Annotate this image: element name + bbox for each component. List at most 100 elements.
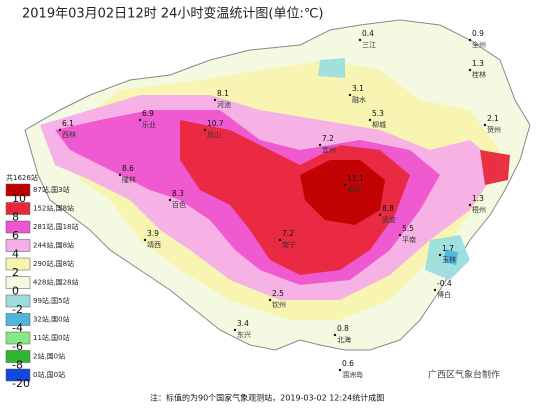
- station-dot: [338, 368, 342, 372]
- station-name: 平南: [402, 235, 416, 244]
- legend-total: 共1626站: [6, 173, 38, 182]
- station-name: 涠洲岛: [342, 370, 363, 379]
- station-value: 6.1: [62, 119, 74, 128]
- station-name: 隆林: [122, 175, 136, 184]
- station-name: 贺州: [487, 125, 501, 134]
- station-dot: [483, 123, 487, 127]
- legend-count: 32站,国0站: [33, 315, 70, 324]
- station-value: 3.4: [237, 319, 249, 328]
- station-value: 8.1: [217, 89, 229, 98]
- station-name: 博白: [437, 290, 451, 299]
- station-dot: [468, 203, 472, 207]
- legend-tick: -4: [12, 322, 23, 335]
- temperature-area: [480, 150, 510, 185]
- station-name: 南宁: [282, 240, 296, 249]
- legend-tick: -6: [12, 340, 23, 353]
- station-dot: [318, 143, 322, 147]
- station-name: 东兴: [237, 330, 251, 339]
- station-value: 11.1: [347, 174, 364, 183]
- legend-tick: 8: [12, 211, 19, 224]
- legend-tick: 10: [12, 192, 26, 205]
- station-dot: [143, 238, 147, 242]
- station-value: 0.4: [362, 29, 374, 38]
- station-dot: [368, 118, 372, 122]
- station-name: 乐业: [142, 120, 156, 129]
- station-dot: [468, 68, 472, 72]
- station-dot: [358, 38, 362, 42]
- station-dot: [233, 328, 237, 332]
- legend-swatch: [5, 294, 31, 308]
- legend-swatch: [5, 331, 31, 345]
- station-dot: [168, 198, 172, 202]
- legend-swatch: [5, 313, 31, 326]
- station-name: 北海: [337, 335, 351, 344]
- legend-swatch: [5, 257, 31, 271]
- station-value: 7.2: [322, 134, 334, 143]
- station-dot: [343, 183, 347, 187]
- station-value: 0.8: [337, 324, 349, 333]
- legend-count: 11站,国0站: [33, 333, 70, 342]
- station-value: 1.7: [442, 244, 454, 253]
- station-dot: [203, 128, 207, 132]
- station-name: 融水: [352, 95, 366, 104]
- temperature-area: [300, 160, 385, 225]
- legend-swatch: [5, 202, 31, 215]
- station-dot: [468, 38, 472, 42]
- legend-swatch: [5, 276, 31, 289]
- station-dot: [333, 333, 337, 337]
- station-name: 玉林: [442, 255, 456, 264]
- station-dot: [138, 118, 142, 122]
- legend-swatch: [5, 183, 31, 197]
- station-value: 5.3: [372, 109, 384, 118]
- legend-tick: -2: [12, 303, 23, 316]
- station-name: 梧州: [472, 205, 486, 214]
- station-value: 1.3: [472, 59, 484, 68]
- legend-count: 428站,国28站: [33, 278, 79, 287]
- station-value: 8.3: [172, 189, 184, 198]
- map-shapes: [24, 19, 531, 351]
- station-dot: [268, 298, 272, 302]
- station-name: 三江: [362, 41, 376, 49]
- station-value: 10.7: [207, 119, 224, 128]
- station-value: 2.5: [272, 289, 284, 298]
- station-value: 3.9: [147, 229, 159, 238]
- legend-count: 244站,国8站: [33, 241, 74, 250]
- legend-tick: -20: [12, 377, 30, 390]
- temperature-area: [318, 58, 345, 78]
- legend-tick: -8: [12, 359, 23, 372]
- station-dot: [378, 213, 382, 217]
- legend-count: 2站,国0站: [33, 352, 65, 361]
- station-name: 百色: [172, 200, 186, 209]
- temperature-area: [444, 250, 458, 265]
- temperature-area: [180, 120, 410, 275]
- station-dot: [118, 173, 122, 177]
- station-dot: [213, 98, 217, 102]
- station-name: 桂林: [472, 70, 486, 79]
- legend-count: 99站,国5站: [33, 296, 70, 305]
- footnote: 注：标值的为90个国家气象观测站，2019-03-02 12:24统计成图: [150, 393, 384, 403]
- station-value: 6.9: [142, 109, 154, 118]
- station-dot: [433, 288, 437, 292]
- station-name: 柳城: [372, 120, 386, 129]
- station-name: 宜州: [322, 145, 336, 154]
- station-name: 靖西: [147, 240, 161, 249]
- credit: 广西区气象台制作: [428, 369, 500, 381]
- station-name: 来宾: [347, 185, 361, 194]
- legend-swatch: [5, 350, 31, 363]
- station-value: 2.1: [487, 114, 499, 123]
- station-dot: [278, 238, 282, 242]
- station-name: 河池: [217, 100, 231, 109]
- title: 2019年03月02日12时 24小时变温统计图(单位:℃): [22, 6, 324, 22]
- station-value: 8.8: [382, 204, 394, 213]
- legend-count: 87站,国3站: [33, 185, 70, 194]
- legend-tick: 2: [12, 266, 19, 279]
- station-value: 0.6: [342, 359, 354, 368]
- legend-tick: 0: [12, 285, 19, 298]
- station-name: 全州: [472, 40, 486, 49]
- legend-count: 152站,国8站: [33, 204, 74, 213]
- station-value: 1.3: [472, 194, 484, 203]
- legend-count: 281站,国18站: [33, 222, 79, 231]
- station-dot: [58, 128, 62, 132]
- station-name: 武宣: [382, 215, 396, 224]
